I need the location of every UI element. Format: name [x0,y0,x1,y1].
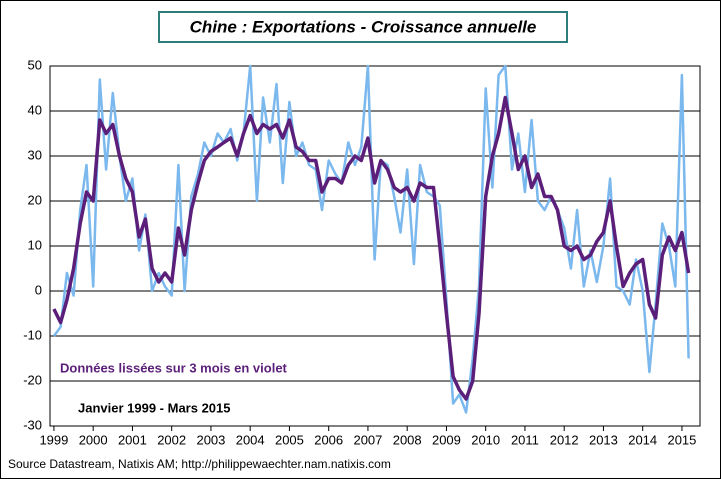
x-tick-label: 1999 [39,432,68,447]
x-tick-label: 2008 [393,432,422,447]
y-tick-label: 0 [35,282,42,297]
x-tick-label: 2010 [471,432,500,447]
y-tick-label: 50 [28,57,42,72]
x-tick-label: 2005 [275,432,304,447]
series-line [52,95,691,401]
x-tick-label: 2003 [196,432,225,447]
chart-title: Chine : Exportations - Croissance annuel… [190,17,537,36]
x-tick-label: 2012 [550,432,579,447]
source: Source Datastream, Natixis AM; http://ph… [8,457,391,471]
x-tick-label: 2011 [511,432,539,447]
title-box [158,11,568,43]
x-tick-label: 2009 [432,432,461,447]
plot-border [49,65,701,427]
y-tick-label: 30 [28,147,42,162]
x-tick-label: 2002 [157,432,186,447]
x-tick-label: 2004 [236,432,265,447]
x-tick-label: 2007 [353,432,382,447]
y-tick-label: 20 [28,192,42,207]
x-tick-label: 2014 [628,432,657,447]
y-tick-label: 40 [28,102,42,117]
x-tick-label: 2000 [79,432,108,447]
y-tick-label: -30 [23,417,42,432]
y-tick-label: -20 [23,372,42,387]
y-tick-label: -10 [23,327,42,342]
annotation: Données lissées sur 3 mois en violet [60,360,288,375]
y-tick-label: 10 [28,237,42,252]
annotation: Janvier 1999 - Mars 2015 [78,400,231,415]
x-tick-label: 2013 [589,432,618,447]
x-tick-label: 2006 [314,432,343,447]
plot-area: -30 -20 -10 0 10 20 30 40 50 1999 2000 2001 2002 2003… [23,57,701,447]
x-tick-label: 2015 [667,432,696,447]
x-tick-label: 2001 [118,432,147,447]
